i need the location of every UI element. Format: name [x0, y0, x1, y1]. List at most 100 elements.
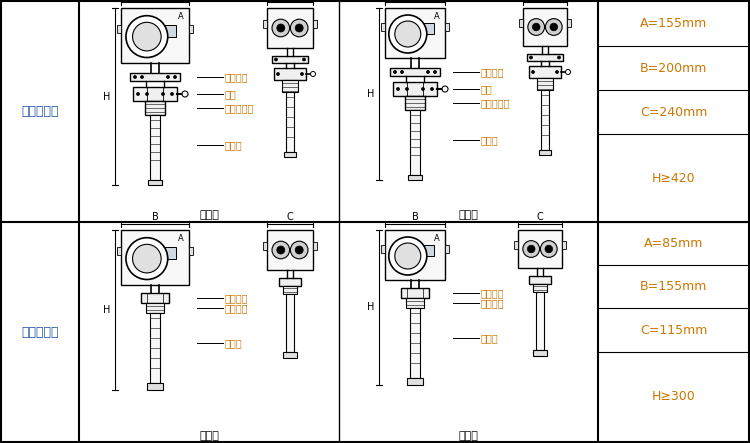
- Bar: [533, 284, 547, 292]
- Text: C=240mm: C=240mm: [640, 105, 707, 118]
- Circle shape: [126, 16, 168, 58]
- Text: 连接法兰: 连接法兰: [225, 72, 248, 82]
- Text: H≥420: H≥420: [652, 171, 695, 184]
- Circle shape: [545, 245, 553, 253]
- Circle shape: [272, 241, 290, 259]
- Text: 分体型: 分体型: [458, 431, 478, 441]
- Circle shape: [146, 93, 148, 96]
- Circle shape: [550, 23, 557, 31]
- Circle shape: [133, 244, 161, 273]
- Circle shape: [532, 70, 535, 74]
- Bar: [267, 230, 313, 270]
- Circle shape: [133, 22, 161, 51]
- Circle shape: [161, 93, 164, 96]
- Circle shape: [290, 19, 308, 37]
- Bar: [417, 245, 434, 256]
- Bar: [533, 350, 547, 356]
- Bar: [393, 82, 437, 96]
- Bar: [519, 19, 523, 27]
- Text: A: A: [178, 233, 184, 242]
- Text: 法兰连接型: 法兰连接型: [21, 105, 58, 117]
- Circle shape: [140, 75, 143, 78]
- Text: H: H: [104, 92, 111, 101]
- Bar: [189, 24, 193, 32]
- Circle shape: [290, 241, 308, 259]
- Bar: [523, 8, 567, 46]
- Text: B=155mm: B=155mm: [640, 280, 707, 293]
- Text: 球阀: 球阀: [481, 84, 493, 94]
- Text: 测量杆: 测量杆: [225, 140, 243, 150]
- Bar: [147, 383, 163, 390]
- Bar: [150, 313, 160, 383]
- Circle shape: [545, 19, 562, 35]
- Text: H≥300: H≥300: [652, 390, 695, 404]
- Bar: [121, 8, 189, 63]
- Circle shape: [388, 237, 427, 275]
- Bar: [385, 8, 445, 58]
- Bar: [562, 241, 566, 249]
- Bar: [539, 150, 551, 155]
- Text: C: C: [537, 212, 543, 222]
- Bar: [284, 152, 296, 157]
- Text: A: A: [178, 12, 184, 20]
- Text: A=155mm: A=155mm: [640, 17, 707, 30]
- Circle shape: [170, 93, 173, 96]
- Text: A=85mm: A=85mm: [644, 237, 704, 250]
- Bar: [133, 87, 177, 101]
- Text: B: B: [152, 212, 158, 222]
- Text: 测量杆: 测量杆: [481, 135, 499, 145]
- Bar: [445, 23, 449, 31]
- Circle shape: [427, 70, 430, 74]
- Circle shape: [388, 15, 427, 53]
- Bar: [274, 68, 306, 80]
- Bar: [401, 288, 429, 298]
- Text: C: C: [286, 212, 293, 222]
- Bar: [385, 230, 445, 280]
- Bar: [117, 246, 121, 254]
- Circle shape: [296, 24, 303, 32]
- Circle shape: [430, 88, 433, 90]
- Bar: [148, 180, 162, 185]
- Circle shape: [166, 75, 170, 78]
- Bar: [130, 73, 180, 81]
- Text: 螺纹连接型: 螺纹连接型: [21, 326, 58, 338]
- Circle shape: [274, 58, 278, 61]
- Bar: [283, 352, 297, 358]
- Circle shape: [397, 88, 400, 90]
- Circle shape: [442, 86, 448, 92]
- Bar: [407, 378, 423, 385]
- Text: 安装连接件: 安装连接件: [481, 98, 510, 108]
- Bar: [283, 286, 297, 294]
- Bar: [381, 23, 385, 31]
- Bar: [529, 66, 561, 78]
- Text: H: H: [368, 89, 375, 99]
- Bar: [381, 245, 385, 253]
- Circle shape: [532, 23, 540, 31]
- Bar: [286, 294, 294, 352]
- Circle shape: [182, 91, 188, 97]
- Circle shape: [433, 70, 436, 74]
- Text: 测量杆: 测量杆: [481, 333, 499, 343]
- Circle shape: [310, 71, 316, 77]
- Circle shape: [394, 70, 397, 74]
- Circle shape: [134, 75, 136, 78]
- Bar: [313, 20, 317, 28]
- Bar: [282, 80, 298, 92]
- Bar: [527, 54, 563, 61]
- Bar: [263, 242, 267, 250]
- Circle shape: [556, 70, 559, 74]
- Text: B: B: [412, 212, 419, 222]
- Text: 安装连接件: 安装连接件: [225, 103, 254, 113]
- Bar: [408, 175, 422, 180]
- Circle shape: [277, 246, 285, 254]
- Text: 锁紧螺母: 锁紧螺母: [481, 288, 505, 298]
- Circle shape: [126, 238, 168, 280]
- Circle shape: [422, 88, 424, 90]
- Bar: [117, 24, 121, 32]
- Circle shape: [541, 241, 557, 257]
- Bar: [541, 90, 549, 150]
- Text: 连接螺丝: 连接螺丝: [225, 303, 248, 313]
- Bar: [529, 276, 551, 284]
- Circle shape: [557, 56, 560, 59]
- Text: 锁紧螺母: 锁紧螺母: [225, 293, 248, 303]
